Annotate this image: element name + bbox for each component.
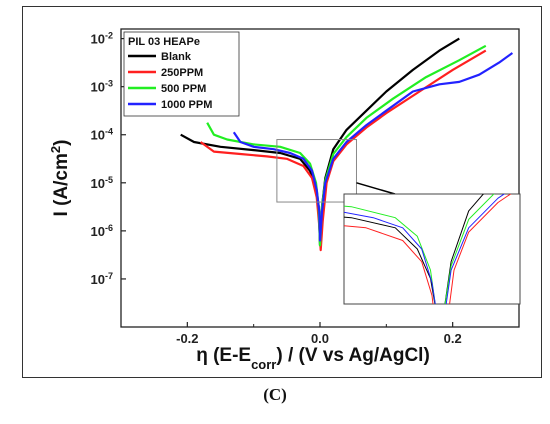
series-line-250ppm	[199, 49, 487, 252]
zoom-connector-line	[356, 182, 396, 195]
legend-label: 500 PPM	[161, 83, 206, 95]
y-tick-label: 10-3	[91, 79, 113, 95]
series-line-500-ppm	[206, 44, 487, 247]
y-tick-label: 10-2	[91, 31, 113, 47]
legend-label: 250PPM	[161, 67, 203, 79]
legend: PIL 03 HEAPe Blank 250PPM 500 PPM 1000 PPM	[123, 31, 240, 117]
x-tick-label: 0.0	[311, 331, 329, 346]
legend-label: Blank	[161, 51, 192, 63]
inset-line-1000-ppm	[344, 194, 506, 304]
x-axis-title: η (E-Ecorr) / (V vs Ag/AgCl)	[196, 345, 430, 372]
y-axis: 10-7 10-6 10-5 10-4 10-3 10-2	[91, 31, 126, 287]
inset-series-group	[344, 194, 512, 304]
zoom-region-box	[276, 139, 357, 203]
x-tick-label: 0.2	[444, 331, 462, 346]
y-tick-label: 10-6	[91, 223, 113, 239]
legend-title: PIL 03 HEAPe	[128, 36, 200, 48]
x-tick-label: -0.2	[176, 331, 198, 346]
y-tick-label: 10-7	[91, 271, 113, 287]
series-group	[180, 37, 514, 252]
series-line-1000-ppm	[232, 52, 514, 242]
x-axis: -0.2 0.0 0.2	[120, 322, 520, 346]
legend-box	[123, 31, 240, 117]
figure-caption: (C)	[263, 385, 287, 404]
y-tick-label: 10-4	[91, 127, 113, 143]
y-axis-title: I (A/cm2)	[48, 140, 73, 217]
y-tick-label: 10-5	[91, 175, 113, 191]
legend-label: 1000 PPM	[161, 99, 212, 111]
polarization-chart: -0.2 0.0 0.2 10-7 10-6 10-5 10-4 10-3 10-2 PIL …	[48, 28, 521, 372]
figure-frame: -0.2 0.0 0.2 10-7 10-6 10-5 10-4 10-3 10-2 PIL …	[22, 6, 542, 378]
